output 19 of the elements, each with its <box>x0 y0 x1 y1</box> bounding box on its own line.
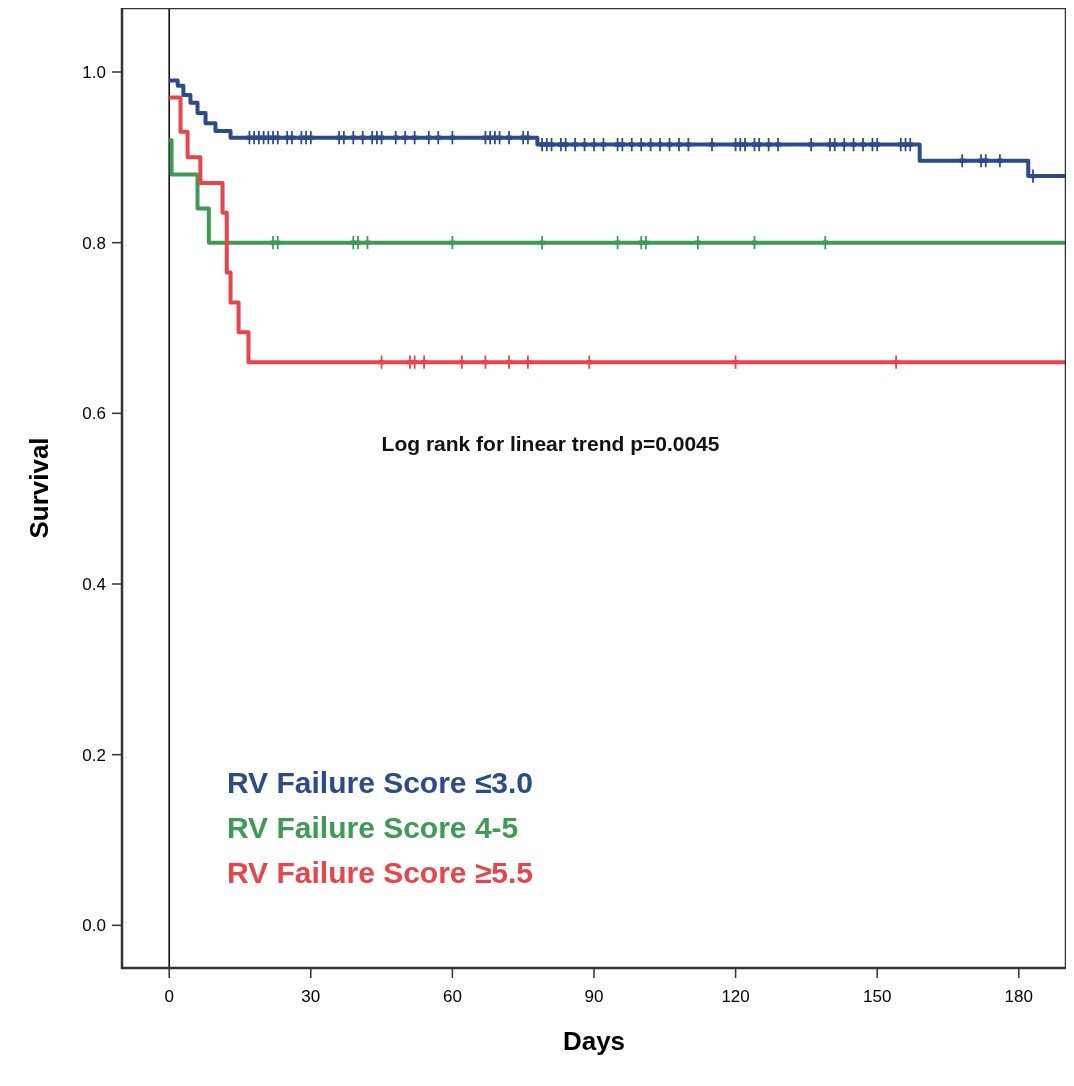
text: RV Failure Score ≤3.0 <box>227 766 534 799</box>
text: RV Failure Score ≥5.5 <box>227 856 534 889</box>
annotation: Log rank for linear trend p=0.0045 <box>381 432 720 456</box>
x-tick-label: 150 <box>863 987 892 1006</box>
y-axis-title: Survival <box>24 437 54 539</box>
y-tick-label: 1.0 <box>82 63 106 82</box>
x-axis-title: Days <box>562 1026 626 1056</box>
x-tick-label: 60 <box>442 987 462 1006</box>
x-tick-label: 90 <box>584 987 604 1006</box>
y-tick-label: 0.8 <box>82 233 106 253</box>
text: RV Failure Score 4-5 <box>227 811 519 844</box>
y-tick-label: 0.0 <box>82 916 106 936</box>
y-tick-label: 0.6 <box>82 404 106 424</box>
x-tick-label: 0 <box>164 987 174 1006</box>
y-tick-label: 0.2 <box>82 745 106 765</box>
y-tick-label: 0.4 <box>82 575 106 594</box>
x-tick-label: 30 <box>301 987 321 1006</box>
x-tick-label: 120 <box>721 987 750 1006</box>
x-tick-label: 180 <box>1004 987 1033 1006</box>
